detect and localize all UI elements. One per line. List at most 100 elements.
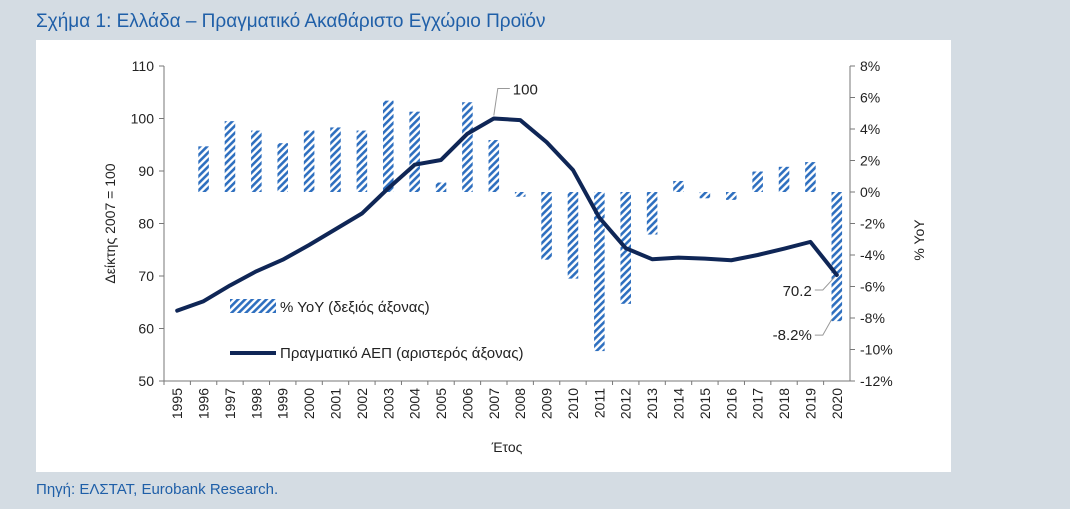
- bar-yoy: [251, 130, 262, 192]
- right-tick-label: 4%: [860, 121, 880, 137]
- bar-yoy: [435, 182, 447, 192]
- x-tick-label: 1998: [248, 388, 264, 419]
- gdp-point: [255, 270, 257, 272]
- annotation-leader-70: [814, 276, 836, 291]
- left-tick-label: 60: [138, 321, 154, 337]
- annotation-label-yoy: -8.2%: [773, 327, 812, 344]
- gdp-point: [335, 228, 336, 230]
- gdp-point: [783, 248, 785, 250]
- gdp-point: [308, 244, 310, 246]
- x-tick-label: 2018: [776, 388, 792, 419]
- gdp-point: [730, 259, 732, 261]
- bar-yoy: [541, 192, 552, 260]
- left-tick-label: 50: [138, 373, 154, 389]
- gdp-point: [493, 118, 495, 119]
- bar-yoy: [673, 180, 684, 192]
- bar-yoy: [224, 121, 236, 192]
- x-tick-label: 2006: [459, 388, 475, 419]
- right-tick-label: 8%: [860, 58, 880, 74]
- gdp-point: [519, 119, 521, 121]
- bar-yoy: [594, 192, 605, 352]
- gdp-point: [387, 187, 389, 189]
- bar-yoy: [330, 127, 341, 192]
- gdp-point: [229, 284, 231, 286]
- bar-yoy: [409, 111, 420, 192]
- left-tick-label: 80: [138, 216, 154, 232]
- gdp-point: [282, 259, 284, 261]
- legend-label-yoy: % YoY (δεξιός άξονας): [280, 299, 430, 316]
- bar-yoy: [488, 140, 500, 192]
- gdp-point: [176, 310, 178, 312]
- x-tick-label: 2008: [512, 388, 528, 419]
- x-tick-label: 1999: [275, 388, 291, 419]
- bar-yoy: [646, 192, 658, 235]
- x-tick-label: 2010: [565, 388, 581, 419]
- bar-yoy: [356, 130, 368, 192]
- bar-yoy: [699, 192, 711, 199]
- bar-yoy: [805, 162, 816, 192]
- x-tick-label: 2016: [723, 388, 739, 419]
- x-tick-label: 2014: [671, 388, 687, 419]
- gdp-point: [651, 258, 653, 260]
- gdp-point: [836, 274, 838, 276]
- right-tick-label: -10%: [860, 342, 893, 358]
- x-tick-label: 2013: [644, 388, 660, 419]
- x-tick-label: 1997: [222, 388, 238, 419]
- gdp-point: [203, 300, 205, 302]
- gdp-point: [546, 141, 548, 143]
- bar-yoy: [831, 192, 843, 322]
- annotation-leader-yoy: [814, 318, 833, 336]
- left-tick-label: 70: [138, 268, 154, 284]
- gdp-point: [704, 258, 706, 260]
- chart-panel: 110 100 90 80 70 60 50 8% 6% 4% 2% 0% -2% -4% -6% -8% -1…: [36, 40, 951, 472]
- gdp-point: [809, 241, 811, 243]
- gdp-line: [175, 116, 839, 313]
- right-tick-label: 2%: [860, 153, 880, 169]
- x-tick-label: 1995: [169, 388, 185, 419]
- bar-yoy: [198, 146, 209, 192]
- x-tick-label: 2002: [354, 388, 370, 419]
- x-axis-title: Έτος: [491, 439, 523, 455]
- right-tick-label: 0%: [860, 184, 880, 200]
- right-tick-label: -8%: [860, 310, 885, 326]
- right-tick-label: -6%: [860, 279, 885, 295]
- annotation-label-70: 70.2: [783, 283, 812, 300]
- bar-yoy: [462, 102, 473, 192]
- legend-swatch-yoy: [230, 299, 276, 313]
- right-tick-label: -12%: [860, 373, 893, 389]
- x-tick-label: 2009: [539, 388, 555, 419]
- x-tick-label: 2005: [433, 388, 449, 419]
- right-tick-label: 6%: [860, 90, 880, 106]
- x-tick-label: 2017: [750, 388, 766, 419]
- left-tick-label: 110: [132, 58, 155, 74]
- left-tick-label: 100: [131, 111, 155, 127]
- x-tick-label: 2001: [328, 388, 344, 419]
- bar-yoy: [725, 192, 737, 200]
- x-tick-label: 2015: [697, 388, 713, 419]
- gdp-point: [361, 213, 363, 215]
- bar-yoy: [752, 171, 763, 192]
- x-tick-label: 2003: [380, 388, 396, 419]
- x-tick-label: 2011: [591, 388, 607, 418]
- bar-yoy: [567, 192, 579, 279]
- gdp-point: [440, 159, 442, 161]
- bar-yoy: [778, 166, 790, 192]
- x-tick-label: 2000: [301, 388, 317, 419]
- x-tick-label: 2019: [802, 388, 818, 419]
- source-note: Πηγή: ΕΛΣΤΑΤ, Eurobank Research.: [36, 481, 279, 498]
- gdp-point: [598, 217, 600, 219]
- bar-yoy: [382, 100, 394, 192]
- annotation-label-100: 100: [513, 82, 538, 99]
- annotation-leader-100: [493, 88, 510, 116]
- x-tick-label: 2004: [407, 388, 423, 419]
- x-tick-label: 1996: [196, 388, 212, 419]
- bar-yoy: [277, 143, 289, 192]
- right-axis-title: % YoY: [911, 219, 927, 261]
- left-tick-label: 90: [138, 163, 154, 179]
- x-tick-label: 2007: [486, 388, 502, 419]
- gdp-point: [572, 169, 574, 171]
- figure-title: Σχήμα 1: Ελλάδα – Πραγματικό Ακαθάριστο …: [36, 11, 546, 32]
- gdp-point: [625, 247, 627, 249]
- gdp-point: [757, 254, 759, 256]
- gdp-point: [678, 257, 679, 259]
